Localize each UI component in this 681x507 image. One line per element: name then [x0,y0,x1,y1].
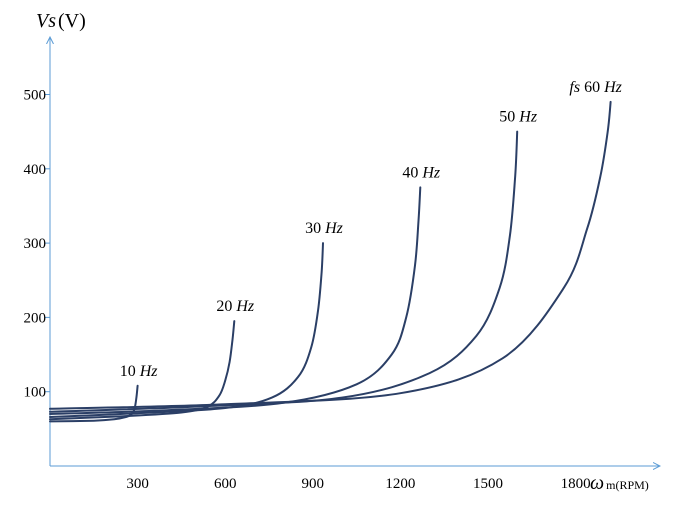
y-tick-label: 500 [24,88,47,104]
series-unit: Hz [421,164,441,181]
y-tick-label: 200 [24,310,47,326]
series-label: 10 Hz [120,363,159,380]
x-tick-label: 1200 [385,476,415,492]
series-unit: Hz [603,79,623,96]
y-axis-title: Vs (V) [36,10,86,32]
y-tick-labels: 100 200 300 400 500 [24,88,50,401]
series-label: 30 Hz [305,220,344,237]
series-label: 40 Hz [402,164,441,181]
x-tick-label: 900 [302,476,325,492]
series-number: 60 [584,79,604,96]
series-unit: Hz [324,220,344,237]
series-line [49,186,422,415]
y-tick-label: 400 [24,162,47,178]
x-axis-title: ω m(RPM) [590,472,649,494]
series-label: 50 Hz [499,109,538,126]
series-label: 20 Hz [216,298,255,315]
series-lines [49,100,612,423]
series-number: 50 [499,109,519,126]
y-tick-label: 300 [24,236,47,252]
series-label: fs 60 Hz [569,79,622,96]
series-line [49,130,519,413]
series-prefix: fs [569,79,584,96]
y-tick-label: 100 [24,385,47,401]
x-tick-label: 600 [214,476,237,492]
x-tick-label: 1800 [561,476,591,492]
x-tick-label: 300 [126,476,149,492]
series-number: 10 [120,363,140,380]
series-line [49,320,236,421]
x-tick-label: 1500 [473,476,503,492]
series-line [49,242,324,418]
series-unit: Hz [139,363,159,380]
x-tick-labels: 300 600 900 1200 1500 1800 [126,476,590,492]
series-unit: Hz [235,298,255,315]
series-unit: Hz [518,109,538,126]
series-number: 40 [402,164,422,181]
series-line [49,100,612,410]
series-number: 30 [305,220,325,237]
series-number: 20 [216,298,236,315]
